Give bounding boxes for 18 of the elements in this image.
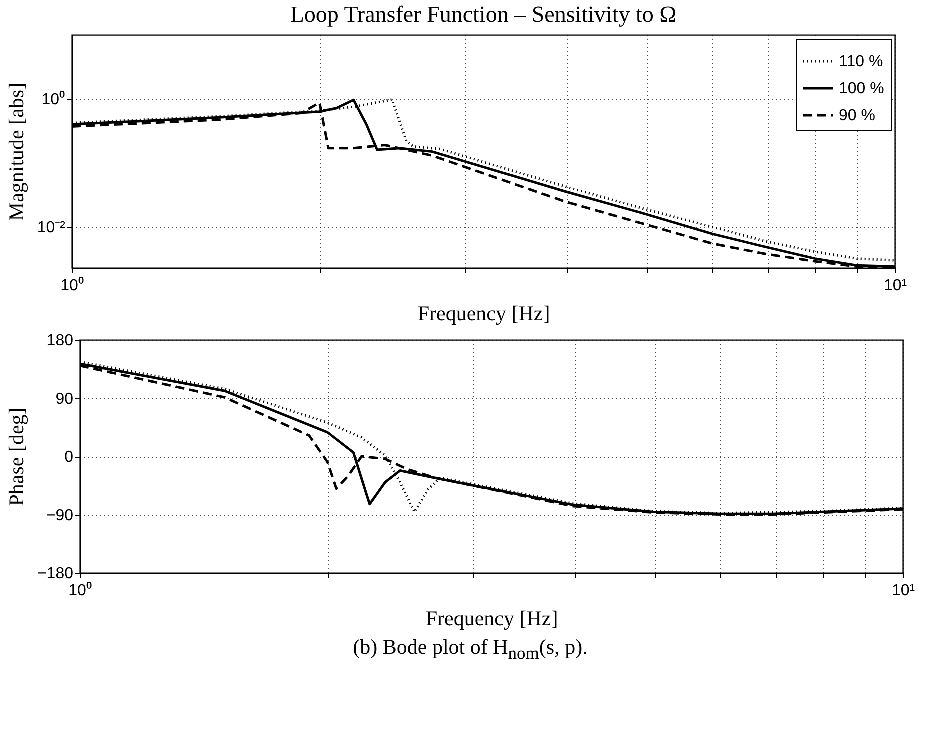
x-tick-label: 10¹ (892, 582, 916, 600)
chart-title: Loop Transfer Function – Sensitivity to Ω (290, 2, 677, 27)
y-axis-title: Magnitude [abs] (4, 82, 28, 222)
y-axis-title: Phase [deg] (4, 408, 28, 506)
text: (b) Bode plot of H$_{nom}$(s, p). (352, 635, 589, 664)
legend-label: 100 % (839, 80, 884, 98)
y-tick-label: 10⁰ (42, 90, 66, 109)
x-tick-label: 10¹ (884, 278, 908, 294)
legend-label: 110 % (839, 54, 884, 70)
y-tick-label: −90 (46, 507, 74, 524)
y-tick-label: 180 (46, 332, 74, 350)
y-tick-label: 90 (56, 390, 74, 408)
x-axis-title: Frequency [Hz] (418, 302, 550, 326)
y-tick-label: 0 (64, 449, 74, 466)
y-tick-label: −180 (37, 566, 74, 582)
x-axis-title: Frequency [Hz] (426, 606, 558, 630)
legend-label: 90 % (839, 108, 876, 124)
y-tick-label: 10⁻² (37, 220, 66, 237)
